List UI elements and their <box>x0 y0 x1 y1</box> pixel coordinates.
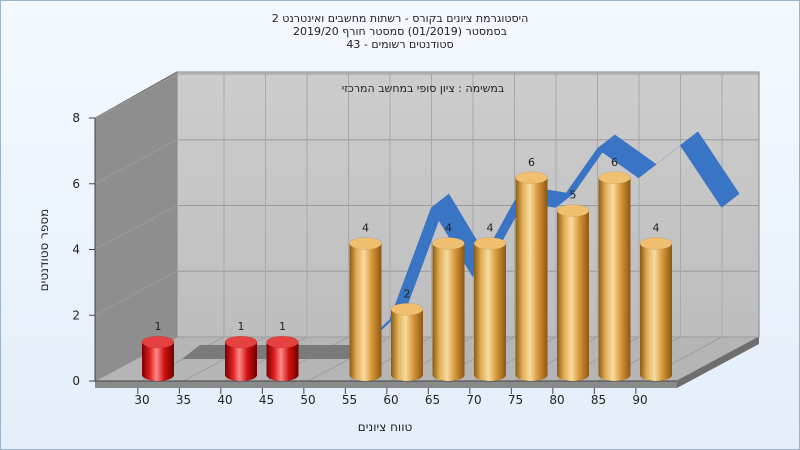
bar <box>515 171 548 381</box>
trend-segment <box>389 193 449 320</box>
x-tick-label: 45 <box>259 393 274 407</box>
bar-value-label: 2 <box>404 287 411 300</box>
x-tick-label: 80 <box>549 393 564 407</box>
bar-value-label: 4 <box>487 222 494 235</box>
bar-body <box>640 243 672 381</box>
grid-line-side <box>94 270 178 316</box>
bars <box>141 171 673 381</box>
x-tick-label: 50 <box>300 393 315 407</box>
x-tick-label: 35 <box>176 393 191 407</box>
bar-body <box>474 243 506 381</box>
chart-annotation: במשימה : ציון סופי במחשב המרכזי <box>342 82 505 95</box>
bar <box>598 171 631 381</box>
bar-value-label: 6 <box>611 156 618 169</box>
y-axis-title: מספר סטודנטים <box>37 209 51 292</box>
bar-body <box>598 177 631 381</box>
bar-top <box>432 237 465 250</box>
x-tick-label: 30 <box>134 393 149 407</box>
bar-value-label: 1 <box>155 320 162 333</box>
bar <box>224 335 258 381</box>
chart-enrollment: סטודנטים רשומים - 43 <box>346 38 454 51</box>
y-tick-label: 0 <box>72 374 80 388</box>
bar-value-label: 1 <box>279 320 286 333</box>
bar-body <box>515 177 548 381</box>
bar-value-label: 4 <box>445 222 452 235</box>
bar <box>141 335 175 381</box>
x-axis: 30 35 40 45 50 55 60 65 70 75 80 85 90 <box>95 380 677 407</box>
x-tick-label: 90 <box>632 393 647 407</box>
bar-value-label: 1 <box>238 320 245 333</box>
x-tick-label: 55 <box>342 393 357 407</box>
y-tick-label: 6 <box>72 177 80 191</box>
chart-subtitle: בסמסטר (01/2019) סמסטר חורף 2019/20 <box>293 25 507 38</box>
bar-top <box>390 303 424 316</box>
x-tick-label: 85 <box>591 393 606 407</box>
y-tick-label: 4 <box>72 243 80 257</box>
bar-body <box>557 210 589 381</box>
bar-value-label: 6 <box>528 156 535 169</box>
x-tick-label: 60 <box>383 393 398 407</box>
bar-top <box>141 335 175 349</box>
bar <box>639 237 673 381</box>
grid-line-side <box>94 73 178 119</box>
bar-top <box>515 171 548 184</box>
bar-top <box>266 335 299 349</box>
bar-body <box>391 309 423 381</box>
bar-top <box>598 171 631 184</box>
bar-top <box>224 335 258 349</box>
x-axis-title: טווח ציונים <box>358 420 413 434</box>
floor-right-edge <box>677 337 759 388</box>
bar-top <box>473 237 507 250</box>
x-tick-label: 75 <box>508 393 523 407</box>
bar-top <box>349 237 382 250</box>
bar-body <box>266 342 299 381</box>
bar-value-label: 5 <box>570 189 577 202</box>
data-labels: 1 1 1 4 2 4 4 6 5 6 4 <box>155 156 660 333</box>
bar <box>349 237 382 381</box>
bar-body <box>349 243 382 381</box>
x-tick-label: 40 <box>217 393 232 407</box>
bar-value-label: 4 <box>362 222 369 235</box>
bar-value-label: 4 <box>653 222 660 235</box>
x-tick-label: 65 <box>425 393 440 407</box>
side-wall <box>94 71 178 382</box>
x-tick-label: 70 <box>466 393 481 407</box>
bar-body <box>432 243 465 381</box>
bar <box>266 335 299 381</box>
grid-line-side <box>94 139 178 185</box>
bar-top <box>556 204 590 217</box>
bar <box>556 204 590 381</box>
bar-top <box>639 237 673 250</box>
trend-segment <box>597 134 657 179</box>
y-tick-label: 2 <box>72 308 80 322</box>
trend-segment <box>555 134 615 208</box>
y-tick-label: 8 <box>72 111 80 125</box>
grid-line-side <box>94 205 178 250</box>
bar-body <box>225 342 257 381</box>
y-axis: 0 2 4 6 8 <box>72 111 96 388</box>
bar <box>432 237 465 381</box>
bar <box>390 303 424 381</box>
bar-body <box>142 342 174 381</box>
trend-segment <box>680 131 740 208</box>
bar <box>473 237 507 381</box>
chart-title: היסטוגרמת ציונים בקורס - רשתות מחשבים וא… <box>271 12 529 25</box>
floor-front-edge <box>95 381 677 388</box>
